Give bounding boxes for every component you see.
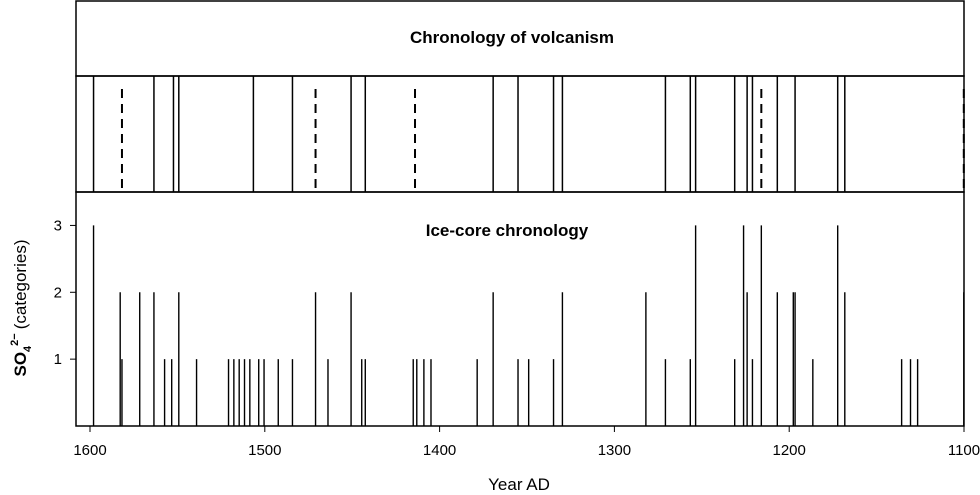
volcanism-events-box xyxy=(75,75,965,193)
volcanism-title-box xyxy=(75,0,965,77)
y-axis-title: SO42− (categories) xyxy=(9,240,34,377)
volcanism-events xyxy=(92,76,965,192)
x-tick-label: 1600 xyxy=(73,442,106,459)
y-axis-units: (categories) xyxy=(11,240,30,330)
y-tick-label: 2 xyxy=(54,284,62,301)
x-tick-label: 1500 xyxy=(248,442,281,459)
y-axis-chem-sub: 4 xyxy=(22,345,34,352)
y-axis-ticks: 1 2 3 xyxy=(54,217,76,368)
x-tick-label: 1100 xyxy=(948,442,980,459)
x-tick-label: 1400 xyxy=(423,442,456,459)
ice-core-title: Ice-core chronology xyxy=(426,221,589,240)
y-axis-chem-base: SO xyxy=(11,352,30,377)
x-tick-label: 1300 xyxy=(598,442,631,459)
volcanism-title: Chronology of volcanism xyxy=(410,28,614,47)
y-axis-chem-sup: 2− xyxy=(9,333,21,346)
ice-core-panel: Ice-core chronology 1 2 3 1600 1500 1400 1300… xyxy=(54,191,980,459)
volcanism-panel: Chronology of volcanism xyxy=(75,0,965,193)
y-tick-label: 1 xyxy=(54,351,62,368)
ice-core-bars xyxy=(92,225,965,426)
x-axis-title: Year AD xyxy=(488,475,550,494)
x-axis-ticks: 1600 1500 1400 1300 1200 1100 xyxy=(73,426,980,459)
y-tick-label: 3 xyxy=(54,217,62,234)
x-tick-label: 1200 xyxy=(773,442,806,459)
